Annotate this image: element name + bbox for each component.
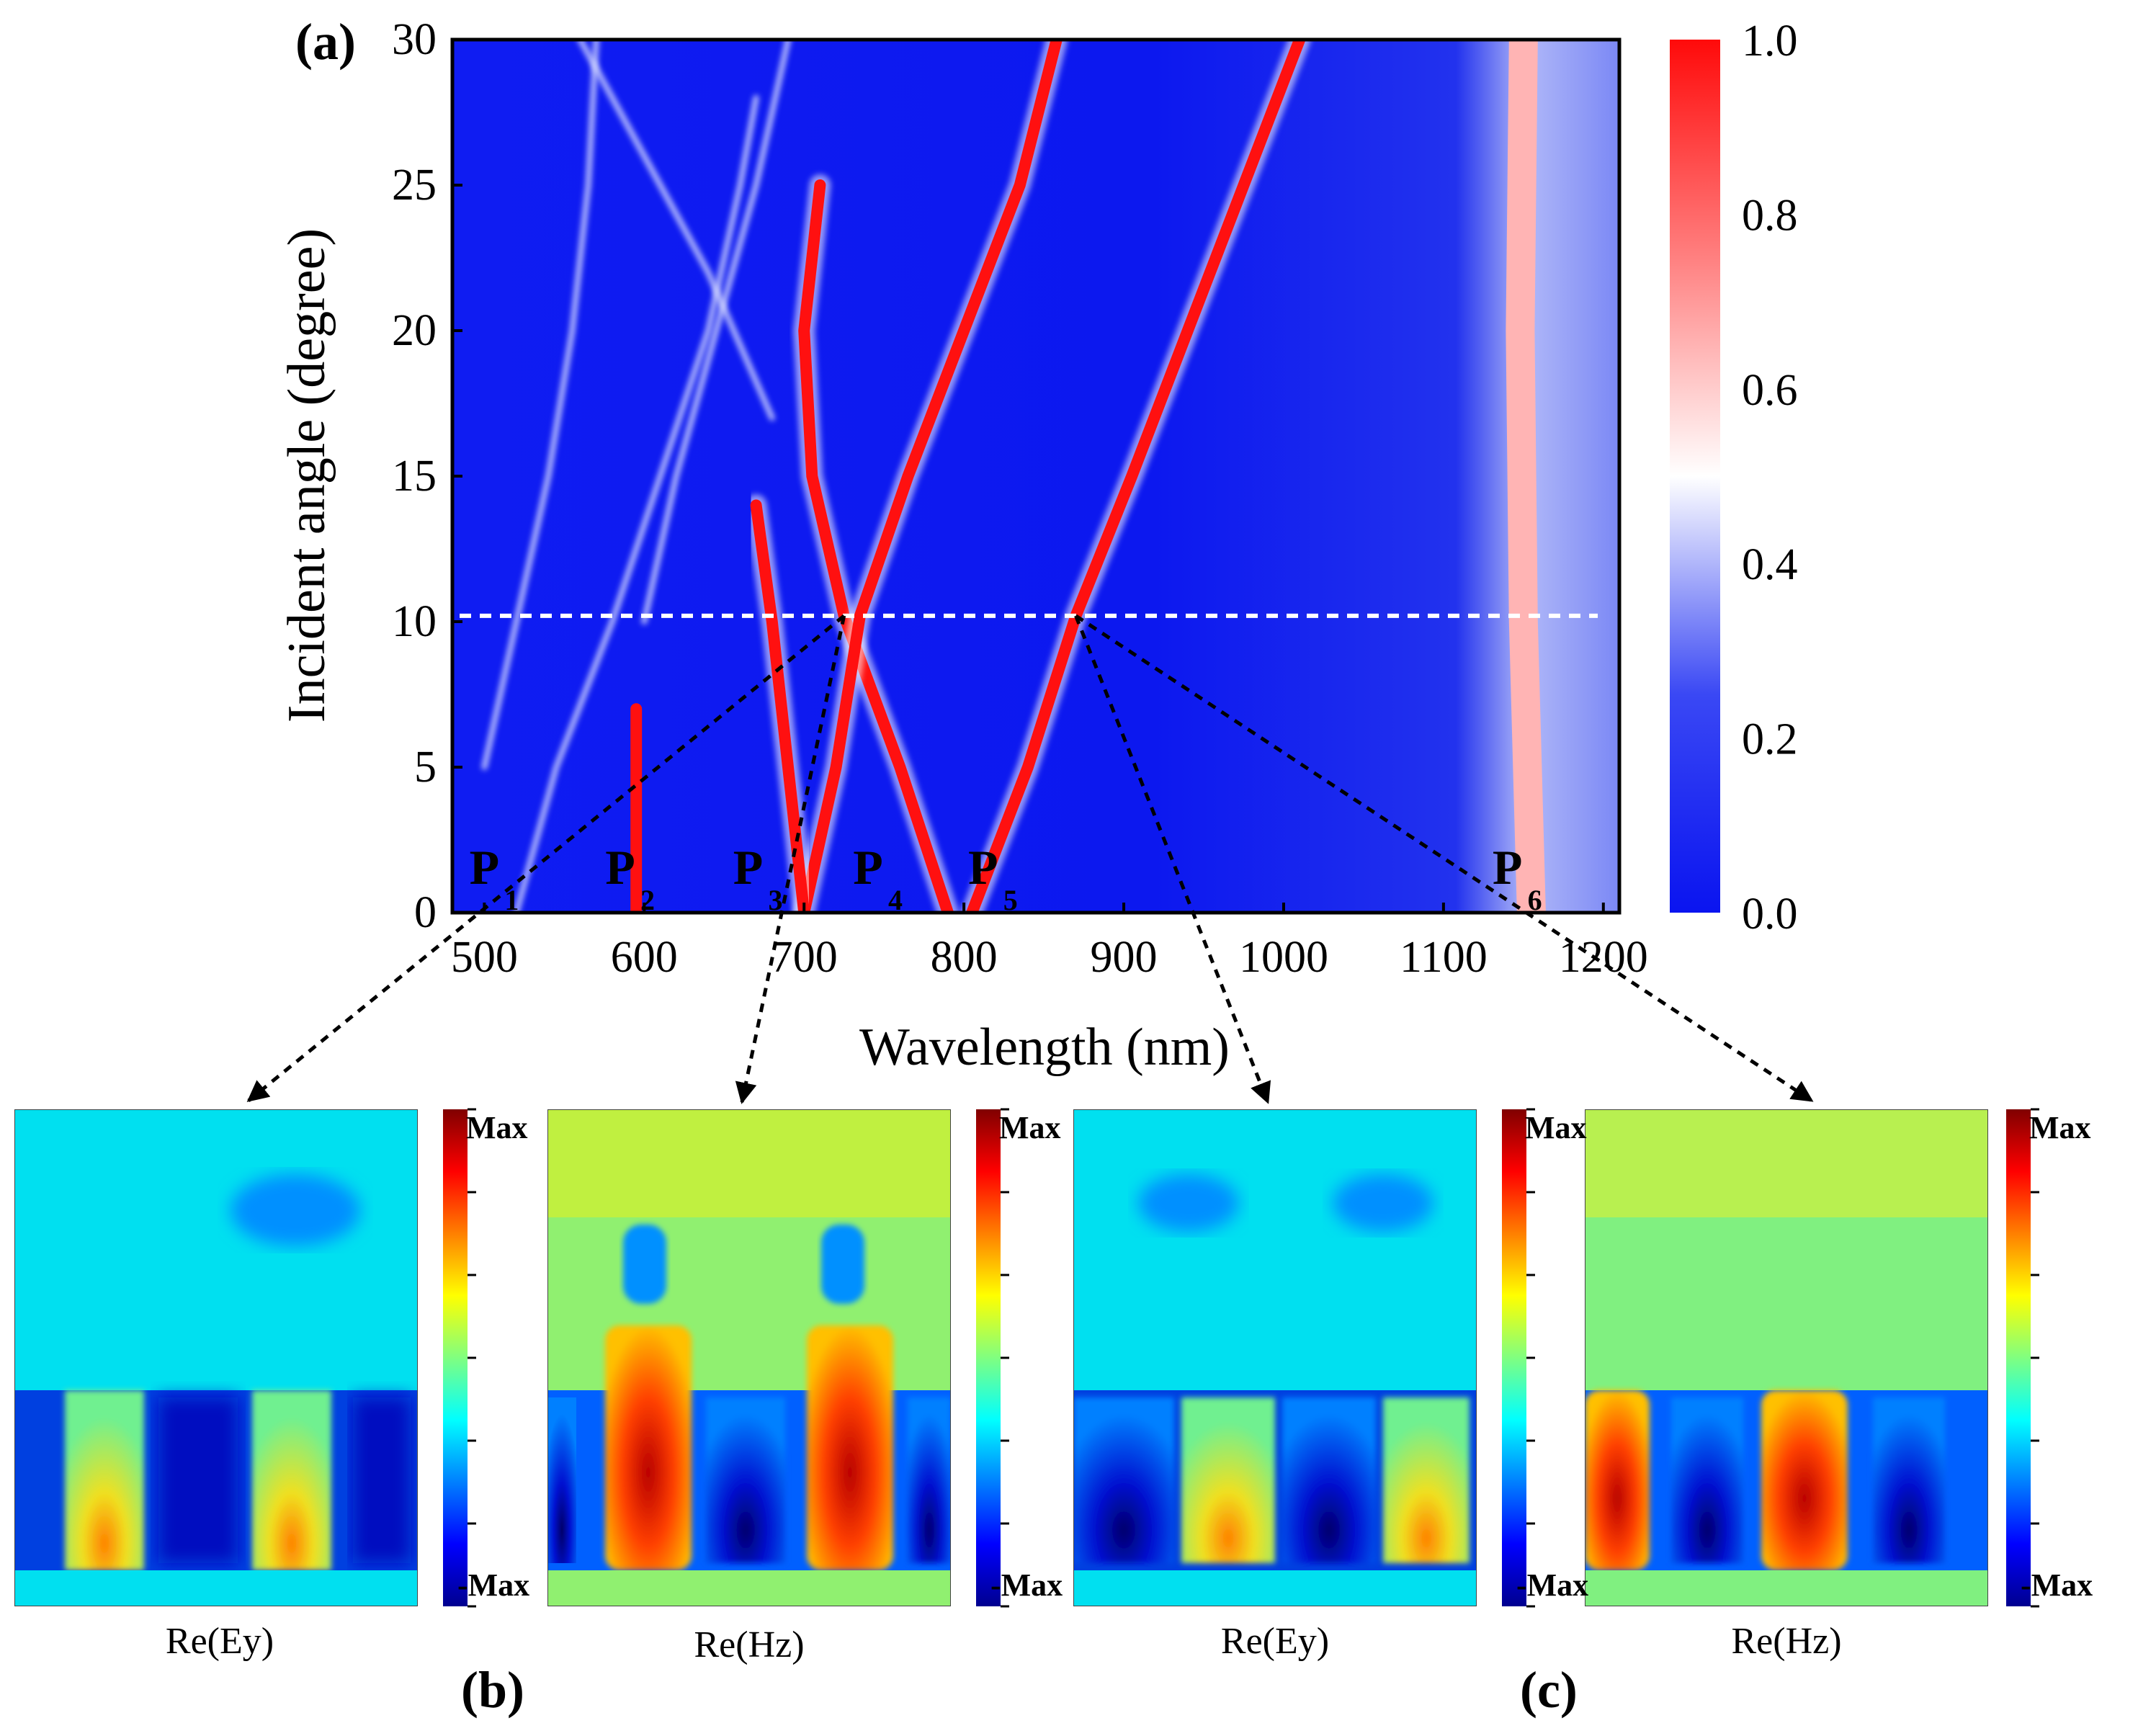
- peak-label-6-sub: 6: [1528, 884, 1542, 916]
- x-tick-label: 900: [1091, 933, 1158, 982]
- arrow-to-map-1: [246, 614, 846, 1102]
- field-map-2-plot: [547, 1109, 951, 1606]
- y-tick-label: 5: [414, 743, 437, 792]
- field-colorbar-min-label: -Max: [1516, 1567, 1588, 1603]
- colorbar-tick-label: 0.6: [1742, 366, 1798, 415]
- field-map-1-caption: Re(Ey): [166, 1621, 274, 1662]
- y-tick-label: 25: [392, 161, 437, 210]
- x-tick-label: 1200: [1559, 933, 1648, 982]
- colorbar-ticks: 0.0 0.2 0.4 0.6 0.8 1.0: [1742, 17, 1798, 939]
- x-tick-label: 600: [611, 933, 678, 982]
- arrow-to-map-2: [735, 615, 846, 1104]
- y-tick-label: 15: [392, 452, 437, 501]
- x-tick-label: 700: [771, 933, 838, 982]
- field-colorbar-max-label: Max: [466, 1110, 528, 1145]
- peak-label-4: P: [853, 840, 883, 895]
- peak-label-1: P: [470, 840, 500, 895]
- field-colorbar-min-label: -Max: [2021, 1567, 2093, 1603]
- mode-line-strong-right: [966, 40, 1306, 913]
- callout-arrows: [246, 614, 1814, 1104]
- field-colorbar-1: [443, 1109, 468, 1606]
- field-colorbars: Max -Max Max -Max Max -Max Max -Max: [443, 1108, 2093, 1608]
- y-axis-label: Incident angle (degree): [277, 228, 336, 722]
- colorbar-tick-label: 0.0: [1742, 890, 1798, 939]
- field-map-4-caption: Re(Hz): [1731, 1621, 1841, 1662]
- peak-label-6: P: [1493, 840, 1523, 895]
- field-colorbar-2: [976, 1109, 1001, 1606]
- peak-label-1-sub: 1: [504, 884, 519, 916]
- peak-label-3-sub: 3: [769, 884, 783, 916]
- panel-label-b: (b): [461, 1661, 524, 1719]
- field-colorbar-max-label: Max: [1525, 1110, 1587, 1145]
- field-colorbar-min-label: -Max: [457, 1567, 529, 1603]
- arrow-to-map-3: [1074, 615, 1271, 1104]
- field-map-2-caption: Re(Hz): [694, 1624, 804, 1665]
- mode-line-strong-mid: [798, 40, 1063, 913]
- panel-label-a: (a): [295, 13, 356, 71]
- field-colorbar-3: [1502, 1109, 1526, 1606]
- x-tick-label: 1100: [1400, 933, 1488, 982]
- field-colorbar-4: [2006, 1109, 2031, 1606]
- field-map-3-plot: [1073, 1109, 1477, 1606]
- field-map-1: [14, 1109, 418, 1606]
- field-map-2: [547, 1109, 951, 1606]
- x-tick-label: 1000: [1239, 933, 1328, 982]
- field-map-3-caption: Re(Ey): [1221, 1621, 1329, 1662]
- field-map-1-plot: [14, 1109, 418, 1606]
- field-colorbar-max-label: Max: [999, 1110, 1061, 1145]
- colorbar-tick-label: 0.8: [1742, 191, 1798, 240]
- y-axis-ticks: 0 5 10 15 20 25 30: [392, 15, 462, 937]
- colorbar-tick-label: 0.2: [1742, 715, 1798, 764]
- mode-line-p6-band-core: [1506, 40, 1546, 913]
- field-map-4: [1585, 1109, 1988, 1606]
- field-colorbar-max-label: Max: [2029, 1110, 2091, 1145]
- y-tick-label: 0: [414, 888, 437, 937]
- x-axis-label: Wavelength (nm): [859, 1018, 1230, 1077]
- x-axis-ticks: 500 600 700 800 900 1000 1100 1200: [451, 903, 1648, 982]
- panel-label-c: (c): [1520, 1661, 1578, 1719]
- y-tick-label: 20: [392, 306, 437, 355]
- heatmap-panel: 500 600 700 800 900 1000 1100 1200 051015202530…: [277, 13, 1648, 1077]
- peak-label-3: P: [733, 840, 764, 895]
- mode-line-weak-1: [481, 40, 599, 770]
- colorbar-tick-label: 0.4: [1742, 540, 1798, 589]
- mode-line-strong-left: [798, 179, 954, 913]
- field-map-3: [1073, 1109, 1477, 1606]
- x-tick-label: 500: [451, 933, 518, 982]
- colorbar-gradient: [1670, 40, 1720, 913]
- mode-line-weak-3: [577, 40, 775, 421]
- peak-label-5: P: [968, 840, 998, 895]
- peak-label-4-sub: 4: [888, 884, 903, 916]
- mode-line-mode-p1-right: [513, 94, 759, 913]
- colorbar: 0.0 0.2 0.4 0.6 0.8 1.0: [1670, 17, 1798, 939]
- arrow-to-map-4: [1075, 614, 1814, 1103]
- x-tick-label: 800: [931, 933, 998, 982]
- field-colorbar-min-label: -Max: [990, 1567, 1063, 1603]
- peak-label-5-sub: 5: [1003, 884, 1018, 916]
- colorbar-tick-label: 1.0: [1742, 17, 1798, 66]
- peak-label-2: P: [605, 840, 635, 895]
- field-map-4-plot: [1585, 1109, 1988, 1606]
- y-tick-label: 10: [392, 597, 437, 646]
- y-tick-label: 30: [392, 15, 437, 64]
- peak-label-2-sub: 2: [640, 884, 655, 916]
- mode-line-weak-2: [641, 40, 791, 625]
